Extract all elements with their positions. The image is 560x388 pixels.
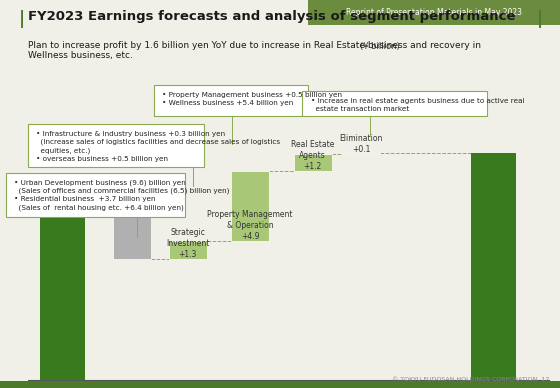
Text: |: | bbox=[536, 10, 543, 28]
Bar bbox=[342, 152, 380, 154]
Text: Reprint of Presentation Materials in May 2023: Reprint of Presentation Materials in May… bbox=[346, 8, 522, 17]
Text: |: | bbox=[18, 10, 25, 28]
Bar bbox=[113, 175, 151, 259]
FancyBboxPatch shape bbox=[154, 85, 308, 116]
Bar bbox=[169, 241, 207, 259]
Text: © TOKYU FUDOSAN HOLDINGS CORPORATION  17: © TOKYU FUDOSAN HOLDINGS CORPORATION 17 bbox=[391, 377, 549, 382]
Text: Urban
Development
(5.9): Urban Development (5.9) bbox=[105, 188, 160, 220]
Text: • Property Management business +0.5 billion yen
• Wellness business +5.4 billion: • Property Management business +0.5 bill… bbox=[162, 92, 342, 106]
FancyBboxPatch shape bbox=[6, 173, 185, 217]
Bar bbox=[471, 152, 516, 388]
FancyBboxPatch shape bbox=[28, 124, 204, 167]
Text: Property Management
& Operation
+4.9: Property Management & Operation +4.9 bbox=[207, 210, 293, 241]
Bar bbox=[293, 154, 332, 171]
Text: Plan to increase profit by 1.6 billion yen YoY due to increase in Real Estate bu: Plan to increase profit by 1.6 billion y… bbox=[28, 41, 481, 60]
Text: • Urban Development business (9.6) billion yen
  (Sales of offices and commercia: • Urban Development business (9.6) billi… bbox=[14, 179, 230, 211]
Text: • Increase in real estate agents business due to active real
  estate transactio: • Increase in real estate agents busines… bbox=[311, 98, 524, 112]
Bar bbox=[40, 175, 85, 388]
Text: • Infrastructure & Industry business +0.3 billion yen
  (Increase sales of logis: • Infrastructure & Industry business +0.… bbox=[36, 131, 281, 162]
Text: (¥ billion): (¥ billion) bbox=[360, 42, 399, 51]
Text: Strategic
Investment
+1.3: Strategic Investment +1.3 bbox=[166, 228, 209, 259]
Text: Elimination
+0.1: Elimination +0.1 bbox=[339, 134, 383, 154]
Text: Real Estate
Agents
+1.2: Real Estate Agents +1.2 bbox=[291, 140, 334, 171]
Bar bbox=[231, 171, 269, 241]
FancyBboxPatch shape bbox=[302, 91, 487, 116]
Text: FY2023 Earnings forecasts and analysis of segment performance: FY2023 Earnings forecasts and analysis o… bbox=[28, 10, 516, 23]
